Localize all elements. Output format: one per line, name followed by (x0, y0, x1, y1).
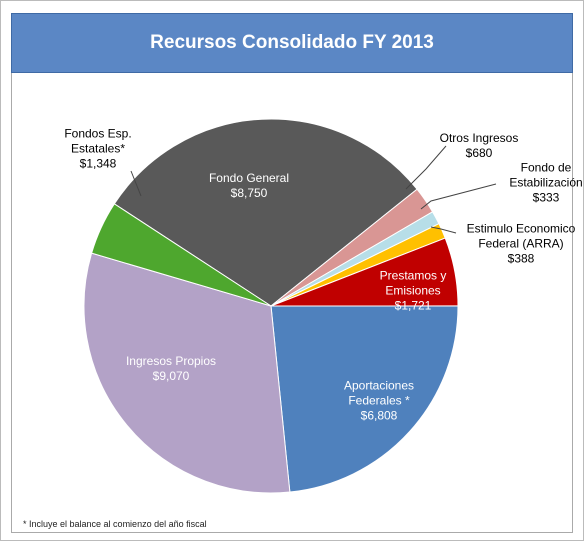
value-label: $1,721 (394, 298, 432, 313)
slice-label: Fondo General $8,750 (194, 171, 304, 201)
value-label: $8,750 (230, 186, 268, 200)
leader-line (430, 226, 457, 234)
pie-slice (113, 118, 418, 307)
slice-label: Ingresos Propios $9,070 (106, 354, 236, 384)
value-label: $6,808 (360, 408, 398, 423)
leader-line (420, 183, 497, 210)
plot-area (11, 73, 573, 533)
slice-label: Estimulo Economico Federal (ARRA) $388 (451, 221, 583, 267)
category-label: Estimulo Economico Federal (ARRA) (466, 221, 576, 251)
value-label: $680 (465, 146, 493, 160)
value-label: $1,348 (79, 156, 117, 171)
slice-label: Aportaciones Federales * $6,808 (329, 379, 429, 424)
pie-slice (91, 203, 272, 307)
category-label: Otros Ingresos (439, 131, 519, 145)
category-label: Fondo de Estabilización (509, 160, 583, 190)
category-label: Fondos Esp. Estatales* (64, 126, 132, 156)
value-label: $9,070 (152, 369, 190, 383)
slice-label: Otros Ingresos $680 (424, 131, 534, 161)
title-band: Recursos Consolidado FY 2013 (11, 13, 573, 73)
category-label: Ingresos Propios (125, 354, 217, 368)
category-label: Fondo General (208, 171, 290, 185)
slice-label: Prestamos y Emisiones $1,721 (371, 269, 456, 314)
slice-label: Fondo de Estabilización $333 (501, 160, 583, 206)
value-label: $333 (532, 190, 560, 205)
pie-slice (83, 252, 291, 494)
leader-line (405, 145, 447, 190)
pie-slice (270, 305, 459, 493)
leader-line (130, 170, 142, 197)
category-label: Aportaciones Federales * (343, 378, 415, 408)
chart-title: Recursos Consolidado FY 2013 (150, 32, 434, 53)
category-label: Prestamos y Emisiones (379, 268, 447, 298)
footnote: * Incluye el balance al comienzo del año… (23, 519, 207, 529)
slice-label: Fondos Esp. Estatales* $1,348 (53, 127, 143, 172)
value-label: $388 (507, 251, 535, 266)
